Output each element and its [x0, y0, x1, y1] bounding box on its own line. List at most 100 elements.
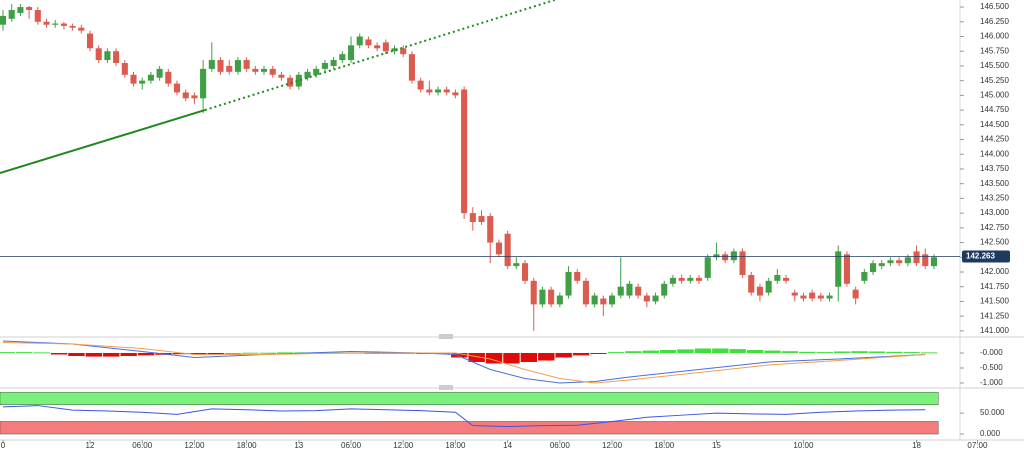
histogram-bar [33, 352, 50, 354]
histogram-bar [677, 349, 694, 353]
candle-body [861, 272, 868, 281]
zone-band [0, 391, 939, 405]
candle-body [791, 292, 798, 296]
candle-body [400, 48, 407, 55]
candle-body [809, 292, 816, 299]
histogram-bar [781, 351, 799, 353]
candle-body [530, 280, 537, 305]
candle-body [513, 263, 520, 267]
histogram-bar [903, 352, 920, 354]
candle-body [408, 54, 415, 81]
candle-body [0, 15, 7, 25]
candle-body [495, 242, 502, 255]
candle-body [330, 60, 337, 66]
candle-body [434, 89, 442, 93]
y-tick-label: 142.000 [980, 267, 1009, 276]
x-tick-label: 12:00 [184, 441, 205, 450]
histogram-bar [85, 352, 103, 357]
histogram-bar [572, 352, 590, 356]
candle-body [730, 251, 737, 261]
candle-body [391, 48, 398, 52]
candle-body [687, 277, 694, 281]
candle-body [17, 7, 24, 13]
candle-body [182, 92, 189, 99]
last-price-box [962, 250, 1010, 263]
candle-body [313, 68, 320, 75]
x-tick-label: 07:00 [967, 441, 988, 450]
y-tick-label: 144.250 [980, 135, 1009, 144]
histogram-bar [851, 351, 868, 353]
x-tick-label: 18:00 [237, 441, 258, 450]
candle-body [321, 62, 328, 69]
histogram-bar [833, 351, 851, 353]
panel-handle[interactable] [439, 334, 453, 339]
candle-body [504, 233, 511, 267]
candle-body [304, 71, 311, 78]
candle-body [774, 274, 781, 281]
x-tick-label: 06:00 [341, 441, 362, 450]
histogram-bar [172, 352, 190, 355]
candle-body [722, 254, 729, 261]
histogram-bar [16, 352, 33, 354]
candle-body [756, 286, 763, 296]
histogram-bar [799, 351, 816, 353]
candle-body [548, 289, 555, 305]
candle-body [287, 77, 294, 87]
candle-body [95, 48, 102, 61]
histogram-bar [503, 352, 520, 364]
histogram-bar [659, 349, 677, 353]
x-tick-label: 10:00 [793, 441, 814, 450]
candle-body [565, 272, 572, 296]
candle-body [243, 60, 250, 69]
candle-body [800, 295, 807, 299]
histogram-bar [538, 352, 555, 361]
candle-body [669, 277, 676, 284]
candle-body [487, 216, 494, 243]
y-tick-label: 143.000 [980, 208, 1009, 217]
y-tick-label: 144.000 [980, 149, 1009, 158]
candle-body [817, 295, 824, 299]
histogram-bar [120, 352, 137, 356]
panel-handle[interactable] [439, 385, 453, 390]
y-tick-label: 145.750 [980, 46, 1009, 55]
y-tick-label: 145.250 [980, 76, 1009, 85]
histogram-bar [103, 352, 120, 357]
candle-body [173, 83, 181, 93]
histogram-bar [259, 352, 277, 354]
histogram-bar [868, 351, 886, 353]
y-tick-label: 146.500 [980, 2, 1009, 11]
y-tick-label: 145.500 [980, 61, 1009, 70]
candle-body [852, 289, 859, 299]
y-tick-label: 144.500 [980, 120, 1009, 129]
candle-body [417, 80, 424, 90]
candle-body [878, 263, 885, 267]
histogram-bar [607, 352, 625, 354]
x-tick-label: 13 [294, 441, 303, 450]
candle-body [365, 39, 372, 46]
candle-body [782, 277, 790, 281]
last-price-label: 142.263 [966, 252, 995, 261]
x-tick-label: 06:00 [132, 441, 153, 450]
trendline-projection [204, 0, 555, 112]
candle-body [826, 295, 833, 299]
candle-body [269, 68, 276, 75]
candle-body [643, 295, 650, 302]
y-tick-label: -0.500 [980, 363, 1003, 372]
histogram-bar [468, 352, 485, 362]
candle-body [347, 45, 355, 61]
histogram-bar [485, 352, 503, 364]
candle-body [574, 272, 581, 281]
y-tick-label: 143.250 [980, 194, 1009, 203]
candle-body [278, 74, 285, 78]
y-tick-label: -0.000 [980, 348, 1003, 357]
candle-body [870, 263, 877, 273]
histogram-bar [520, 352, 538, 362]
candle-body [130, 74, 137, 84]
y-tick-label: 142.500 [980, 238, 1009, 247]
histogram-bar [555, 352, 572, 358]
histogram-bar [451, 352, 468, 358]
y-tick-label: -1.000 [980, 378, 1003, 387]
candle-body [922, 254, 929, 267]
